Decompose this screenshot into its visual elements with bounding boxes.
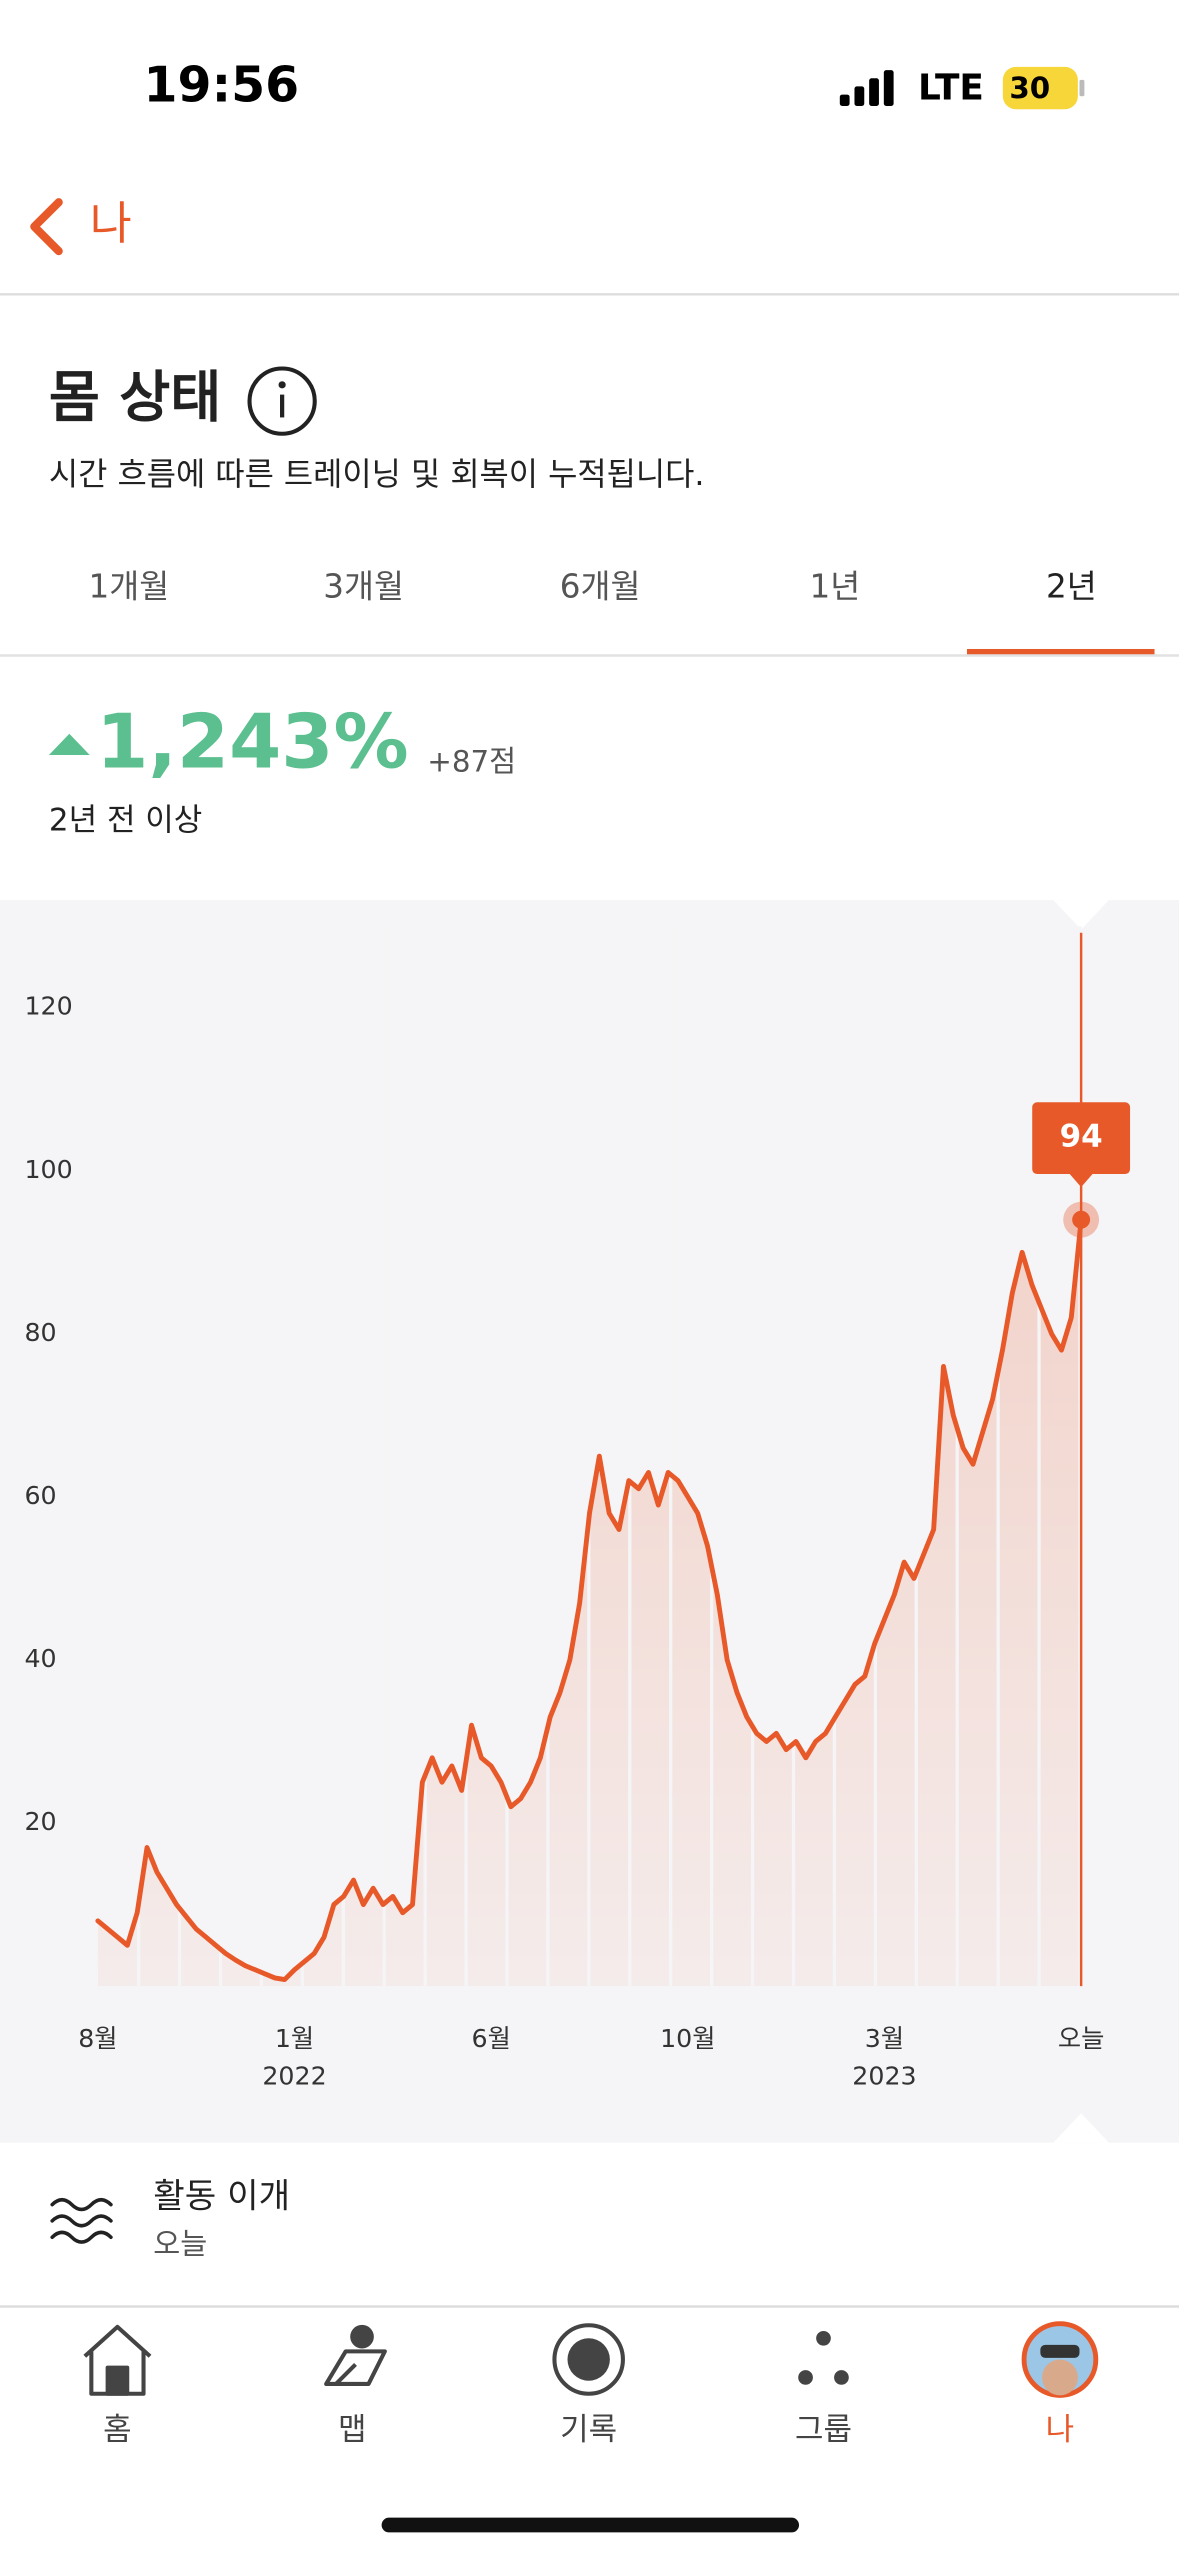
change-points: +87점: [427, 745, 516, 779]
tab-bar-label[interactable]: 기록: [560, 2412, 617, 2448]
battery-level: 30: [1009, 71, 1050, 105]
y-tick-label: 60: [24, 1481, 56, 1510]
page-subtitle: 시간 흐름에 따른 트레이닝 및 회복이 누적됩니다.: [49, 456, 705, 493]
signal-icon: [839, 70, 894, 106]
y-tick-label: 20: [24, 1807, 56, 1836]
home-door: [105, 2365, 130, 2396]
chart: 20 40 60 80 100 120 8월 1월 2022 6월 10월 3월 2023 오늘 94: [24, 926, 1131, 2090]
tab-bar-label[interactable]: 홈: [103, 2412, 132, 2448]
tab-icons: [83, 2321, 1099, 2398]
back-label[interactable]: 나: [90, 197, 132, 250]
group-dot: [798, 2370, 813, 2385]
map-icon: [324, 2349, 387, 2387]
y-tick-label: 80: [24, 1318, 56, 1347]
record-ring: [552, 2323, 625, 2396]
tab-bar-label[interactable]: 그룹: [795, 2412, 852, 2448]
status-network: LTE: [918, 68, 984, 109]
status-time: 19:56: [144, 57, 300, 114]
tab-bar-label[interactable]: 나: [1046, 2412, 1074, 2448]
map-pin: [350, 2324, 374, 2349]
callout-value: 94: [1060, 1119, 1103, 1155]
y-tick-label: 40: [24, 1644, 56, 1673]
x-tick-label: 6월: [472, 2024, 511, 2053]
x-tick-label: 오늘: [1058, 2024, 1105, 2053]
y-tick-label: 100: [24, 1155, 72, 1184]
tab-underline: [966, 648, 1155, 655]
x-tick-year: 2022: [262, 2061, 326, 2090]
page-title: 몸 상태: [49, 366, 221, 430]
group-dot: [816, 2330, 831, 2346]
x-tick-label: 8월: [78, 2024, 117, 2053]
y-tick-label: 120: [24, 992, 72, 1021]
info-button[interactable]: [247, 366, 317, 436]
record-dot: [567, 2338, 610, 2381]
range-tab[interactable]: 1년: [810, 568, 861, 606]
x-tick-label: 1월: [275, 2024, 314, 2053]
battery-tip: [1079, 79, 1085, 97]
range-tab[interactable]: 2년: [1046, 568, 1097, 606]
x-tick-year: 2023: [852, 2061, 916, 2090]
range-tab[interactable]: 3개월: [323, 568, 404, 606]
activity-title[interactable]: 활동 이개: [153, 2177, 290, 2217]
change-percent: 1,243%: [96, 697, 408, 785]
callout-box: [1032, 1102, 1131, 1175]
range-tabs: 1개월 3개월 6개월 1년 2년: [88, 568, 1155, 655]
range-tab[interactable]: 6개월: [560, 568, 641, 606]
tab-bar: 홈 맵 기록 그룹 나: [103, 2412, 1074, 2448]
activity-subtitle: 오늘: [153, 2227, 207, 2261]
home-indicator: [381, 2517, 800, 2533]
avatar-face: [1041, 2359, 1078, 2396]
activity-icon: [50, 2197, 113, 2244]
tab-bar-label[interactable]: 맵: [338, 2412, 367, 2448]
change-caption: 2년 전 이상: [49, 802, 202, 838]
range-tab[interactable]: 1개월: [88, 568, 169, 606]
x-tick-label: 3월: [865, 2024, 904, 2053]
group-dot: [834, 2370, 849, 2385]
callout-pointer: [1069, 1174, 1093, 1188]
line: [95, 1217, 1084, 1983]
cursor-point: [1072, 1210, 1091, 1229]
panel-notch: [1053, 900, 1109, 930]
avatar-glasses: [1040, 2344, 1080, 2358]
panel-notch: [1053, 2113, 1109, 2143]
battery-icon: [1002, 66, 1078, 110]
back-chevron[interactable]: [30, 198, 63, 256]
up-arrow: [48, 733, 90, 755]
x-tick-label: 10월: [660, 2024, 715, 2053]
